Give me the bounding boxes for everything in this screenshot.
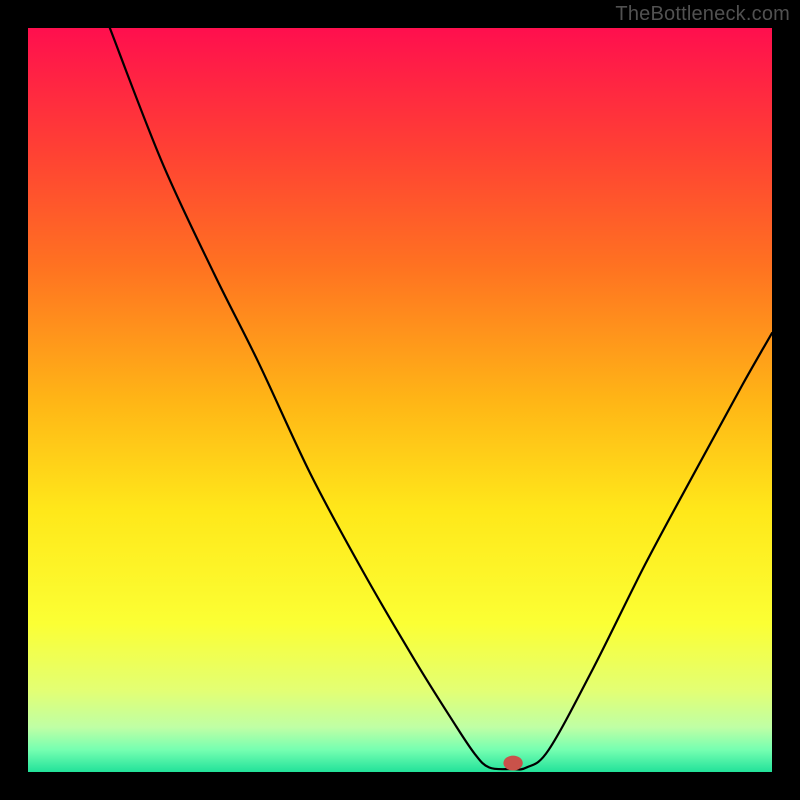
optimal-point-marker: [503, 756, 522, 771]
chart-frame: TheBottleneck.com: [0, 0, 800, 800]
chart-background: [28, 28, 772, 772]
watermark-text: TheBottleneck.com: [615, 3, 790, 26]
plot-area: [28, 28, 772, 772]
chart-svg: [28, 28, 772, 772]
